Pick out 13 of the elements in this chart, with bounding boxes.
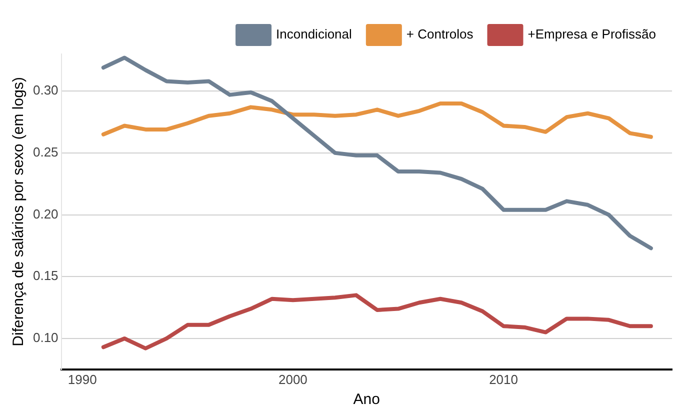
y-tick-label: 0.10: [32, 330, 58, 346]
x-axis-title: Ano: [353, 391, 380, 408]
legend-label: Incondicional: [276, 26, 352, 42]
x-tick-label: 2000: [278, 372, 308, 387]
y-tick-label: 0.25: [32, 144, 58, 160]
y-tick-label: 0.20: [32, 206, 58, 222]
legend-label: + Controlos: [406, 26, 474, 42]
y-axis-title: Diferença de salários por sexo (em logs): [10, 77, 28, 346]
y-tick-label: 0.30: [32, 82, 58, 98]
y-tick-label: 0.15: [32, 268, 58, 284]
x-tick-label: 2010: [489, 372, 518, 387]
x-tick-label: 1990: [68, 372, 97, 387]
legend-label: +Empresa e Profissão: [528, 26, 656, 42]
